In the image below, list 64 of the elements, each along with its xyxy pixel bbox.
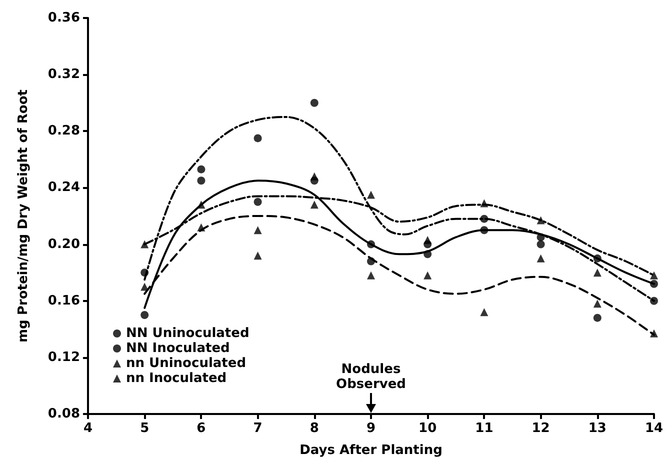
y-tick-label: 0.32: [48, 67, 80, 82]
point: [310, 98, 318, 107]
point: [536, 216, 545, 224]
point: [480, 214, 488, 223]
x-tick-label: 12: [532, 421, 550, 436]
y-tick-label: 0.16: [48, 293, 80, 308]
point: [480, 308, 488, 316]
x-tick-label: 14: [644, 421, 664, 436]
point: [367, 190, 375, 199]
point: [140, 311, 149, 319]
point: [197, 165, 206, 174]
y-tick-label: 0.20: [48, 236, 80, 252]
y-axis-title: mg Protein/mg Dry Weight of Root: [16, 90, 31, 342]
point: [593, 268, 602, 277]
x-tick-label: 11: [475, 421, 494, 436]
point: [197, 200, 206, 209]
legend-label: NN Uninoculated: [126, 326, 250, 341]
point: [650, 329, 658, 338]
point: [367, 271, 375, 280]
point: [424, 250, 432, 258]
x-tick-label: 4: [83, 421, 93, 436]
annotation: Nodules Observed: [335, 362, 407, 392]
x-tick-label: 7: [253, 421, 262, 436]
x-tick-label: 5: [140, 421, 150, 436]
y-tick-label: 0.08: [48, 406, 80, 422]
point: [424, 236, 432, 244]
point: [593, 254, 602, 262]
point: [650, 280, 658, 288]
point: [480, 226, 488, 234]
point: [367, 240, 375, 248]
point: [593, 300, 602, 308]
y-tick-label: 0.28: [48, 124, 80, 139]
point: [310, 172, 318, 180]
point: [254, 198, 262, 206]
point: [254, 226, 262, 234]
x-tick-label: 9: [366, 421, 376, 436]
y-tick-label: 0.36: [48, 10, 80, 26]
y-tick-label: 0.24: [48, 180, 80, 196]
point: [480, 199, 488, 208]
point: [254, 252, 262, 260]
x-tick-label: 10: [418, 421, 437, 436]
legend-label: nn Inoculated: [126, 371, 227, 386]
point: [367, 257, 375, 266]
point: [536, 240, 545, 248]
legend-label: nn Uninoculated: [126, 356, 246, 371]
point: [197, 223, 206, 232]
x-tick-label: 13: [588, 421, 606, 436]
legend-label: NN Inoculated: [126, 341, 230, 356]
point: [140, 240, 149, 248]
x-axis-title: Days After Planting: [300, 443, 442, 458]
point: [254, 134, 262, 142]
point: [536, 254, 545, 262]
point: [650, 271, 658, 280]
point: [197, 176, 206, 185]
point: [310, 200, 318, 209]
x-tick-label: 8: [310, 421, 319, 436]
point: [140, 268, 149, 277]
point: [650, 296, 658, 305]
y-tick-label: 0.12: [48, 350, 80, 365]
x-tick-label: 6: [196, 421, 206, 436]
point: [593, 314, 602, 322]
point: [536, 233, 545, 242]
point: [140, 282, 149, 291]
point: [424, 271, 432, 280]
